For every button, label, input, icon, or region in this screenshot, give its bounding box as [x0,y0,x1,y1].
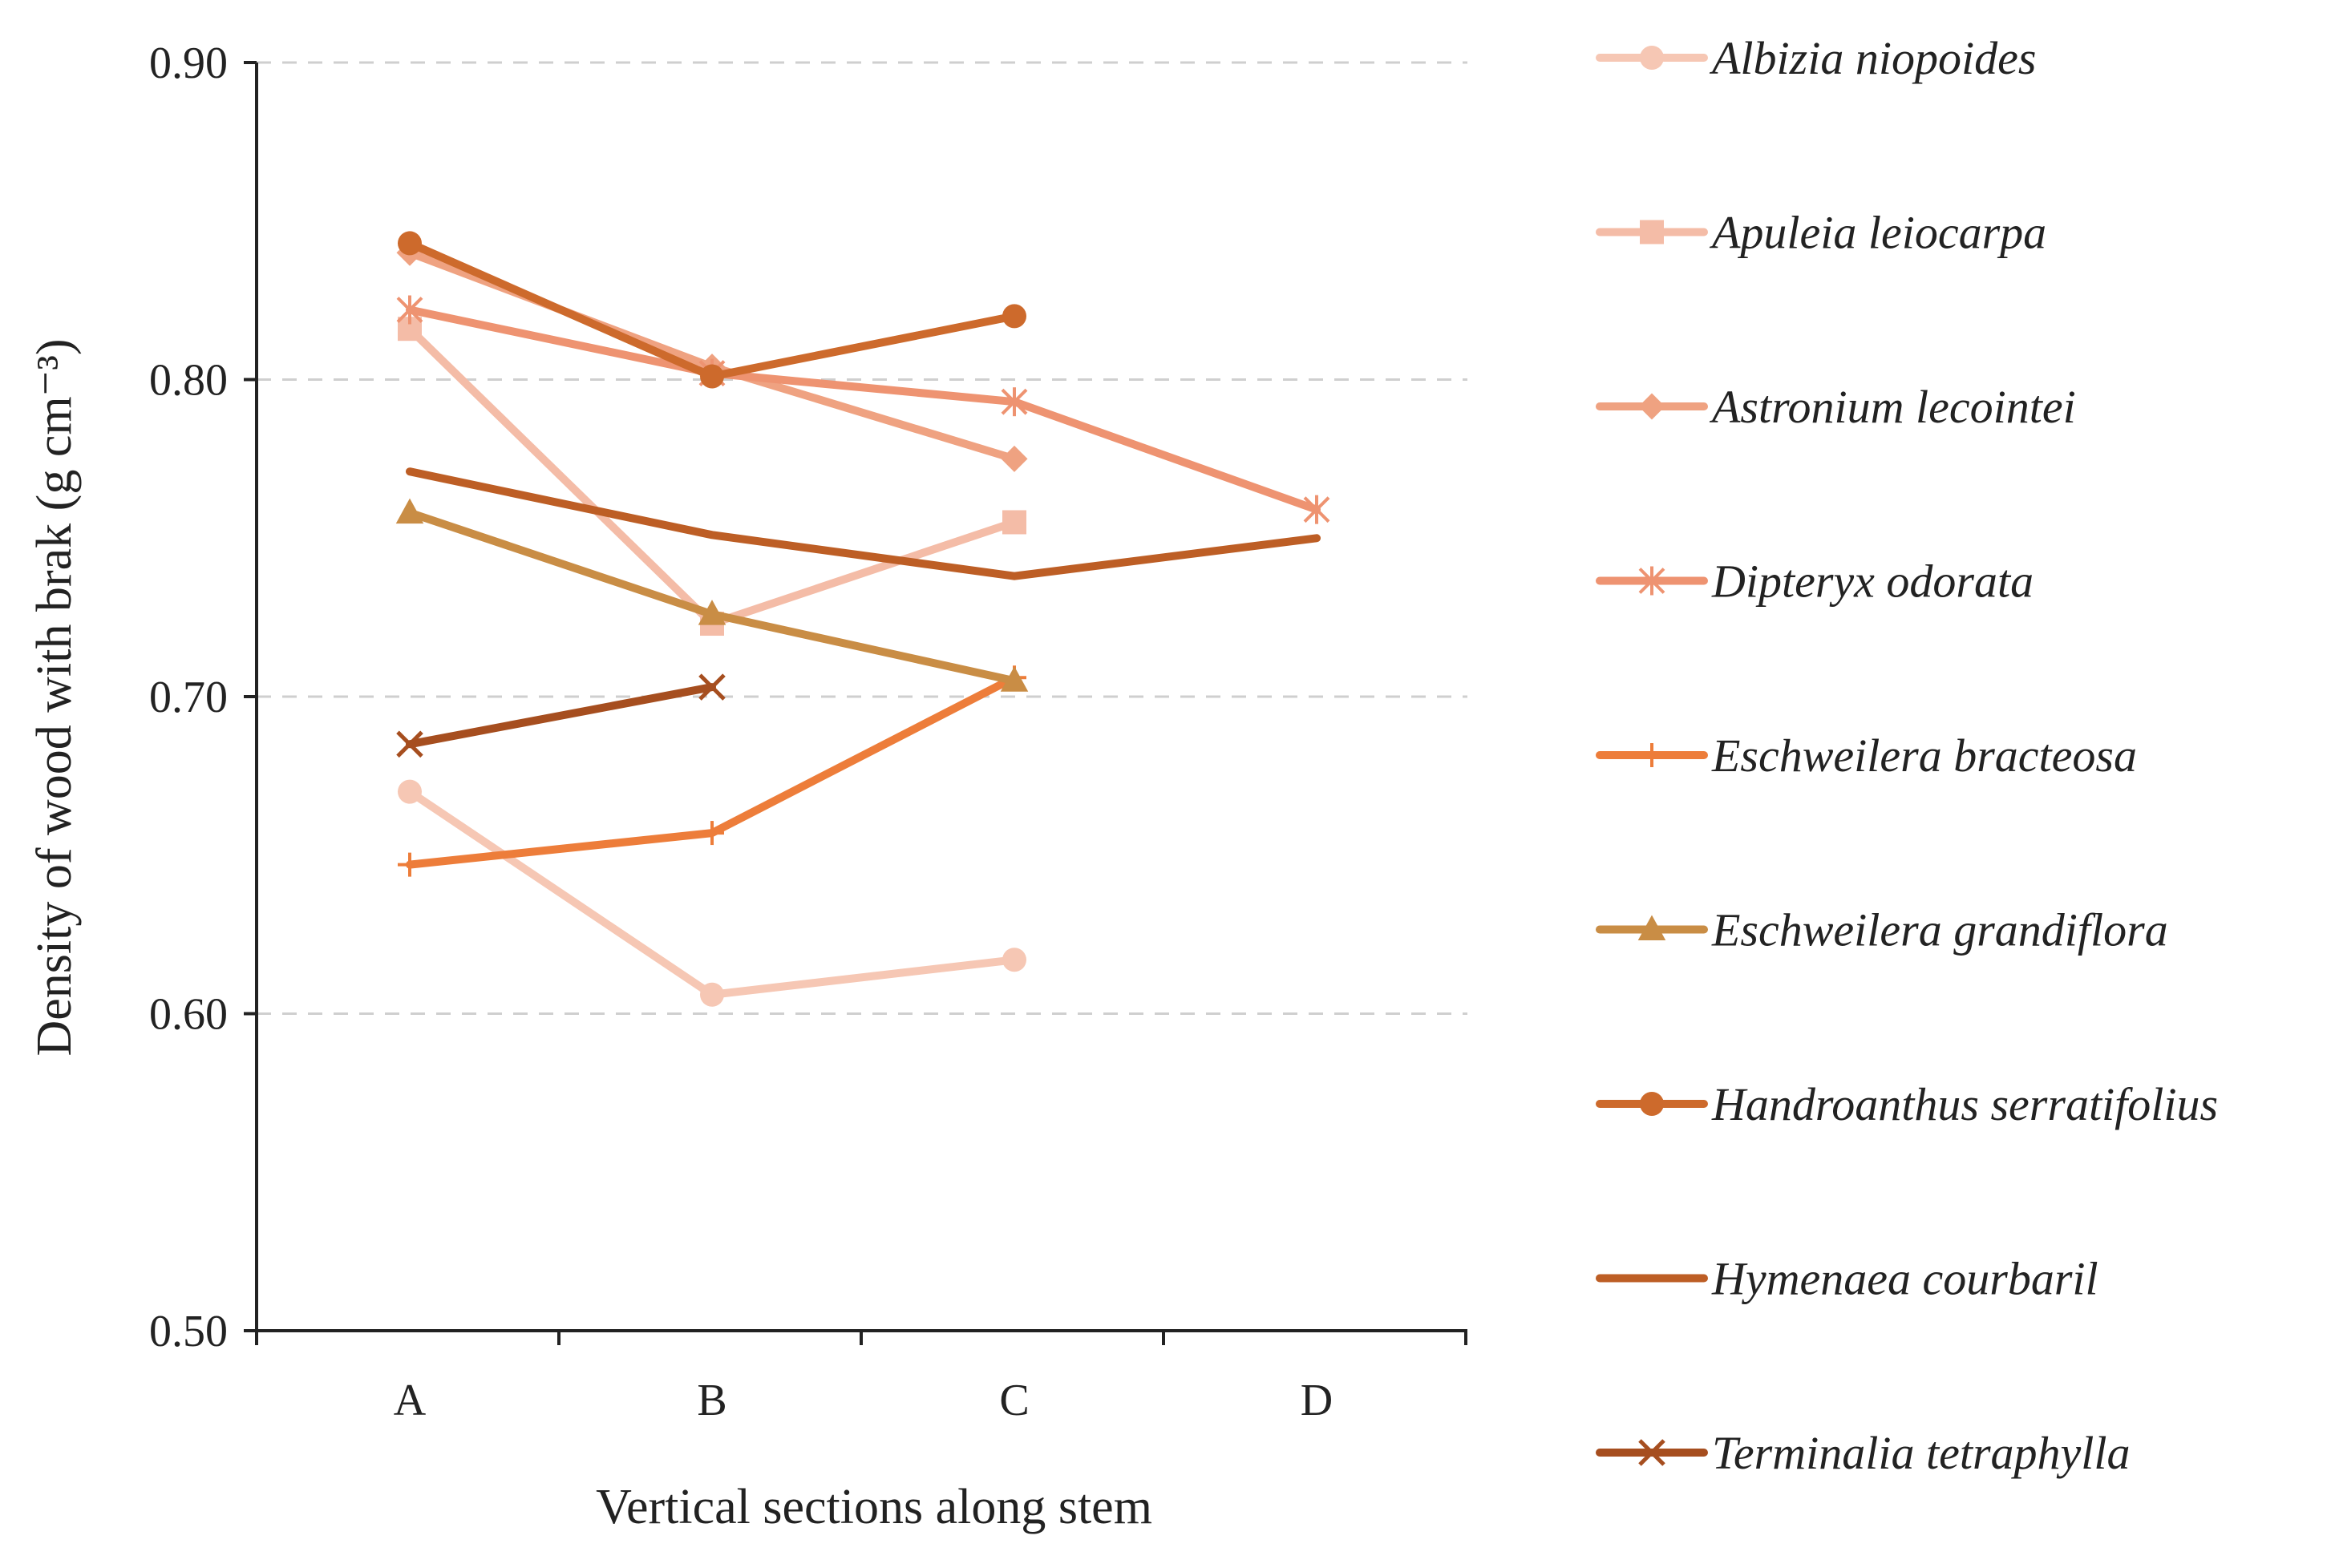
data-point [398,231,422,256]
legend-label: Albizia niopoides [1709,32,2036,84]
data-point [698,673,726,701]
data-point [1002,510,1026,535]
data-point [398,779,422,804]
data-point [1002,304,1026,329]
data-point [398,852,422,877]
legend-marker [1638,1439,1665,1466]
x-axis-title: Vertical sections along stem [596,1480,1152,1534]
x-tick-label: D [1301,1376,1333,1425]
data-point [396,295,423,325]
legend-item: Hymenaea courbaril [1596,1253,2098,1305]
legend-item: Eschweilera grandiflora [1596,904,2168,956]
y-tick-label: 0.70 [149,673,228,722]
series-group [395,231,1330,1007]
legend-label: Dipteryx odorata [1711,556,2034,608]
legend-item: Dipteryx odorata [1596,556,2034,608]
legend-item: Albizia niopoides [1596,32,2036,84]
legend-label: Astronium lecointei [1709,381,2076,433]
series-line [406,467,1321,580]
series-7 [406,467,1321,580]
data-point [700,364,724,389]
legend: Albizia niopoides Apuleia leiocarpa Astron… [1596,32,2218,1479]
legend-marker [1640,46,1664,70]
legend-marker [1640,1092,1664,1116]
legend-marker [1637,915,1666,940]
gridlines [257,61,1467,1015]
legend-marker [1640,743,1664,767]
data-point [395,498,424,524]
data-point [396,730,423,758]
legend-label: Handroanthus serratifolius [1711,1078,2218,1130]
series-8 [396,673,726,758]
y-tick-label: 0.60 [149,990,228,1040]
y-tick-label: 0.50 [149,1307,228,1356]
legend-label: Hymenaea courbaril [1711,1253,2098,1305]
legend-label: Eschweilera bracteosa [1711,729,2137,782]
x-tick-label: A [394,1376,427,1425]
data-point [1000,666,1029,692]
x-ticks: A B C D [255,1331,1467,1425]
series-5 [395,498,1029,692]
legend-label: Apuleia leiocarpa [1709,207,2046,259]
data-point [1303,495,1330,524]
y-axis-title: Density of wood with brak (g cm⁻³) [27,338,82,1056]
legend-item: Terminalia tetraphylla [1596,1427,2131,1479]
x-tick-label: C [999,1376,1029,1425]
legend-label: Eschweilera grandiflora [1711,904,2168,956]
data-point [1001,445,1028,472]
series-2 [396,239,1028,472]
data-point [698,600,726,625]
y-ticks: 0.50 0.60 0.70 0.80 0.90 [149,38,257,1356]
legend-item: Eschweilera bracteosa [1596,729,2137,782]
legend-item: Apuleia leiocarpa [1596,207,2046,259]
y-tick-label: 0.80 [149,356,228,406]
series-line [406,305,1321,514]
legend-label: Terminalia tetraphylla [1712,1427,2131,1479]
data-point [700,982,724,1007]
y-tick-label: 0.90 [149,38,228,88]
legend-marker [1638,566,1665,596]
x-tick-label: B [697,1376,726,1425]
data-point [1002,948,1026,972]
series-line [406,683,716,749]
data-point [1001,387,1028,417]
legend-marker [1640,220,1664,244]
series-6 [398,231,1026,389]
legend-marker [1638,393,1665,420]
data-point [700,821,724,846]
series-0 [398,779,1026,1007]
legend-item: Astronium lecointei [1596,381,2076,433]
legend-item: Handroanthus serratifolius [1596,1078,2218,1130]
